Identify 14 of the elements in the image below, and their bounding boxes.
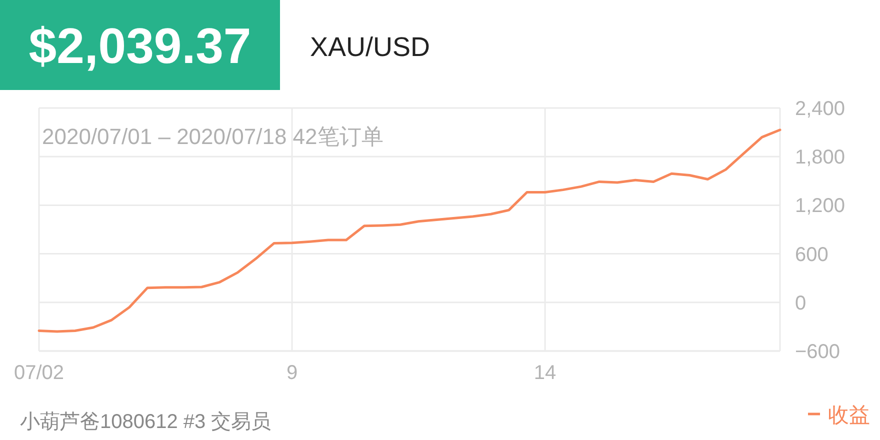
- text: 小葫芦爸1080612 #3 交易员: [20, 411, 272, 433]
- y-tick-label: 1,200: [795, 195, 846, 218]
- y-tick-label: 0: [795, 292, 806, 314]
- y-tick-label: 1,800: [795, 146, 846, 169]
- x-tick-label: 14: [534, 362, 556, 384]
- y-tick-label: 600: [795, 244, 828, 266]
- x-tick-label: 9: [286, 362, 298, 384]
- legend-label: 收益: [828, 404, 870, 427]
- y-tick-label: −600: [795, 341, 840, 363]
- annotation: 2020/07/01 – 2020/07/18 42笔订单: [42, 124, 384, 149]
- y-tick-label: 2,400: [795, 98, 846, 120]
- x-tick-label: 07/02: [14, 362, 64, 384]
- chart-title: $2,039.37: [28, 18, 252, 74]
- chart-subtitle: XAU/USD: [310, 32, 430, 62]
